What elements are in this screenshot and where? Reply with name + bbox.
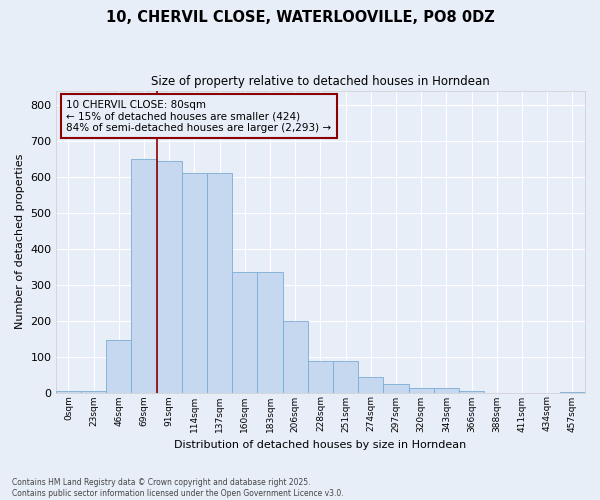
Bar (409, 388, 434, 392)
Bar (232, 272, 257, 392)
Title: Size of property relative to detached houses in Horndean: Size of property relative to detached ho… (151, 75, 490, 88)
Y-axis label: Number of detached properties: Number of detached properties (15, 154, 25, 329)
Bar (56, 391, 81, 392)
Bar (106, 340, 131, 392)
Bar (434, 388, 459, 392)
Bar (182, 173, 207, 392)
Bar (308, 361, 333, 392)
Bar (358, 378, 383, 392)
Bar (333, 361, 358, 392)
Text: 10, CHERVIL CLOSE, WATERLOOVILLE, PO8 0DZ: 10, CHERVIL CLOSE, WATERLOOVILLE, PO8 0D… (106, 10, 494, 25)
Bar (283, 320, 308, 392)
Bar (207, 173, 232, 392)
X-axis label: Distribution of detached houses by size in Horndean: Distribution of detached houses by size … (174, 440, 467, 450)
Text: Contains HM Land Registry data © Crown copyright and database right 2025.
Contai: Contains HM Land Registry data © Crown c… (12, 478, 344, 498)
Text: 10 CHERVIL CLOSE: 80sqm
← 15% of detached houses are smaller (424)
84% of semi-d: 10 CHERVIL CLOSE: 80sqm ← 15% of detache… (67, 100, 332, 133)
Bar (157, 160, 182, 392)
Bar (459, 390, 484, 392)
Bar (257, 272, 283, 392)
Bar (383, 384, 409, 392)
Bar (81, 391, 106, 392)
Bar (131, 159, 157, 392)
